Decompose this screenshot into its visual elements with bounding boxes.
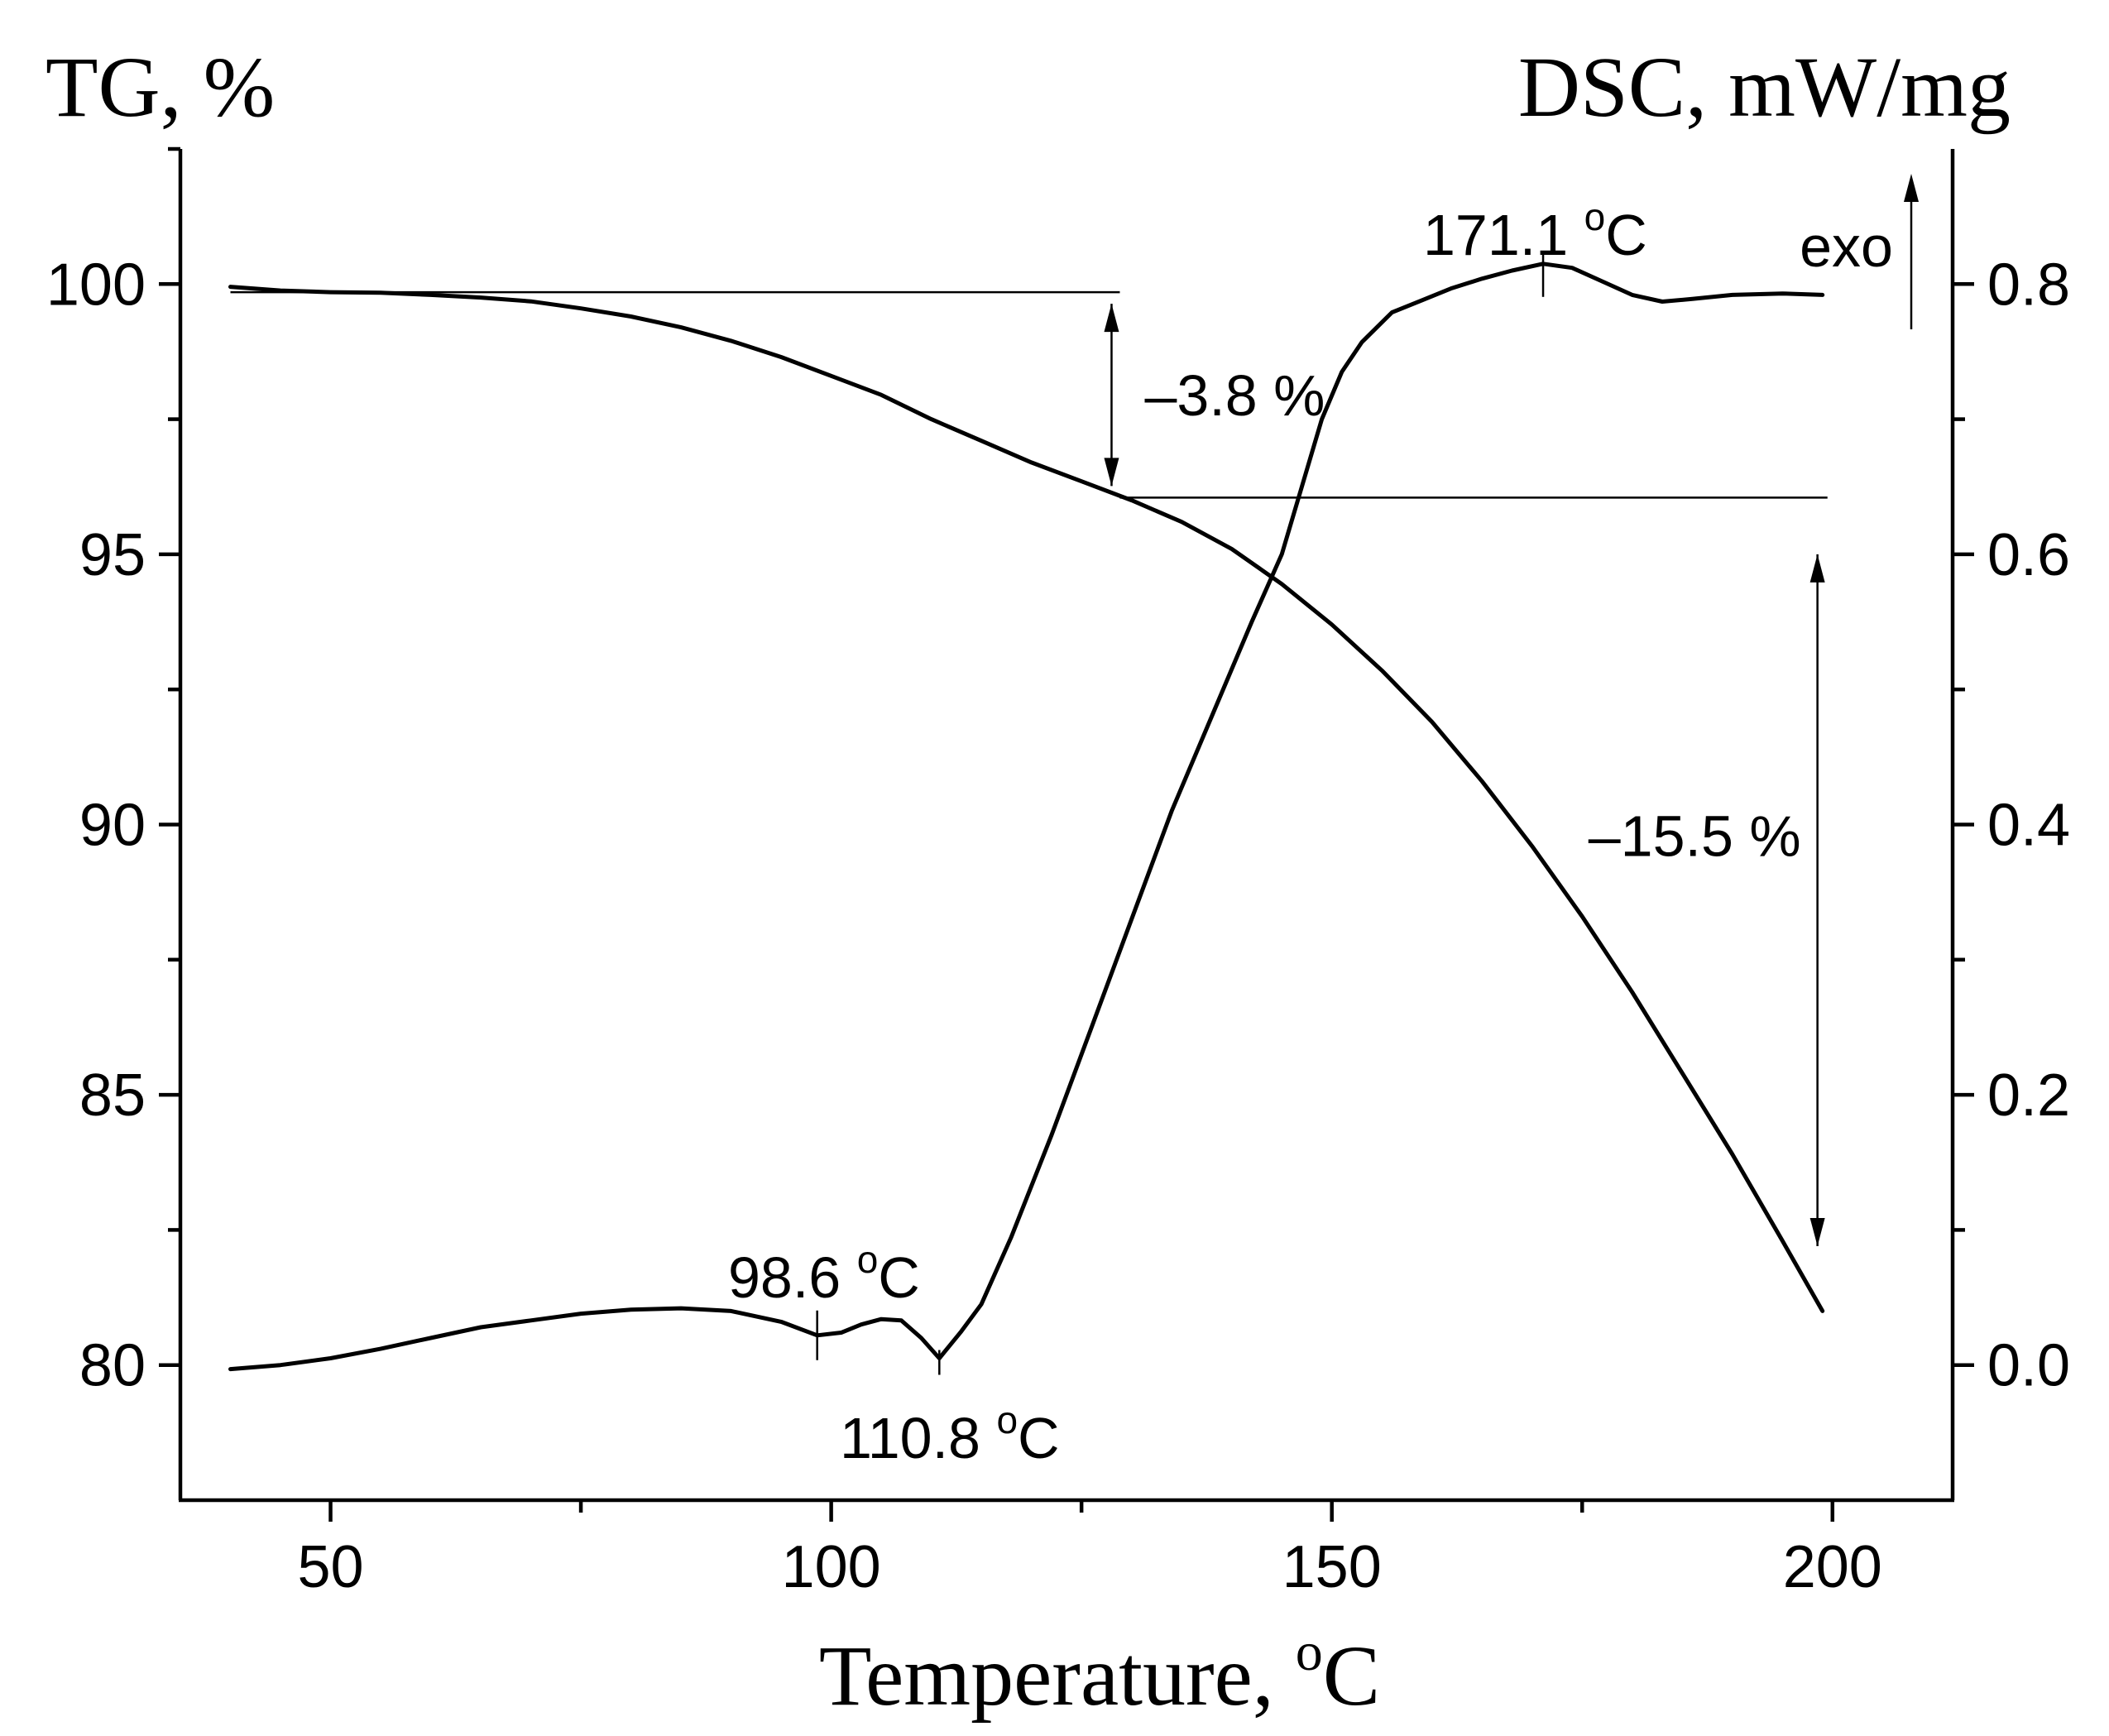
peak1-label: 98.6 oC [728,1238,920,1310]
y-axis-right-title: DSC, mW/mg [1518,40,2011,135]
x-axis-title-unit: C [1323,1628,1380,1724]
peak1-degree: o [857,1238,879,1281]
chart-text: TG, % DSC, mW/mg Temperature, oC –3.8 %–… [46,40,2011,1724]
y-left-tick-label: 85 [79,1062,146,1129]
peak1-unit: C [878,1245,920,1310]
y-left-tick-label: 100 [46,252,146,318]
peak3-unit: C [1605,203,1647,267]
loss2-label: –15.5 % [1589,804,1801,869]
loss1-arrow-head-up [1104,304,1119,333]
loss1-arrow-head-down [1104,458,1119,487]
x-tick-label: 100 [782,1534,881,1600]
y-right-tick-label: 0.0 [1987,1333,2070,1399]
series [228,261,1825,1372]
x-axis-title-degree: o [1296,1622,1323,1682]
peak2-degree: o [996,1398,1018,1441]
loss2-arrow-head-down [1809,1217,1825,1246]
y-left-tick-label: 80 [79,1333,146,1399]
exo-arrow-head [1904,174,1919,202]
y-left-tick-label: 90 [79,793,146,859]
dsc-curve [228,261,1825,1372]
y-right-tick-label: 0.4 [1987,793,2070,859]
peak1-value: 98.6 [728,1245,857,1310]
loss1-label: –3.8 % [1144,363,1325,428]
tg-curve [228,285,1825,1313]
x-tick-label: 200 [1783,1534,1882,1600]
y-right-tick-label: 0.8 [1987,252,2070,318]
y-right-tick-label: 0.6 [1987,522,2070,588]
peak3-label: 171.1 oC [1423,195,1647,267]
peak2-value: 110.8 [840,1406,996,1470]
peak2-unit: C [1018,1406,1060,1470]
annotation-lines [230,174,1919,1375]
x-tick-label: 150 [1282,1534,1382,1600]
axes: 50 100 150 200 80 85 90 95 100 0.0 0.2 0.4 0.6 0.8 [46,146,2070,1600]
exo-label: exo [1800,214,1893,279]
y-axis-left-title: TG, % [46,40,275,135]
loss2-arrow-head-up [1809,554,1825,583]
peak2-label: 110.8 oC [840,1398,1060,1470]
x-axis-title-base: Temperature, [819,1628,1296,1724]
x-axis-title: Temperature, oC [819,1622,1380,1724]
y-left-tick-label: 95 [79,522,146,588]
y-right-tick-label: 0.2 [1987,1062,2070,1129]
peak3-degree: o [1584,195,1606,238]
x-tick-label: 50 [297,1534,363,1600]
peak3-value: 171.1 [1423,203,1584,267]
